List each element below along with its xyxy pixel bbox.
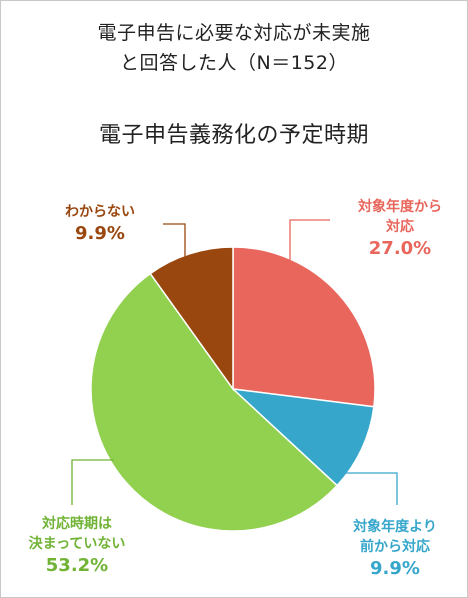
slice-label-1-line-0: 対象年度より	[352, 518, 437, 535]
slice-value-label-2: 53.2%	[46, 555, 108, 576]
leader-line-0	[289, 219, 330, 272]
slice-label-0-line-1: 対応	[385, 218, 414, 235]
pie-slice-2	[90, 272, 339, 532]
slice-label-0-line-0: 対象年度から	[357, 198, 442, 215]
chart-title: 電子申告義務化の予定時期	[98, 123, 369, 148]
leader-line-2	[71, 459, 114, 505]
slice-value-label-0: 27.0%	[369, 238, 431, 259]
pie-slice-1	[230, 387, 375, 487]
slice-label-1-line-1: 前から対応	[360, 538, 430, 555]
leader-line-3	[163, 223, 186, 262]
slice-value-label-1: 9.9%	[370, 558, 420, 579]
slice-value-label-3: 9.9%	[75, 223, 125, 244]
leader-line-1	[339, 472, 398, 505]
pie-slice-0	[232, 246, 376, 408]
slice-label-2-line-1: 決まっていない	[29, 535, 126, 552]
chart-subtitle: 電子申告に必要な対応が未実施 と回答した人（N＝152）	[0, 18, 468, 78]
subtitle-line-1: 電子申告に必要な対応が未実施	[97, 22, 371, 44]
slice-label-3-line-0: わからない	[65, 204, 135, 220]
slice-label-2-line-0: 対応時期は	[41, 515, 112, 532]
subtitle-line-2: と回答した人（N＝152）	[120, 52, 348, 74]
pie-slice-3	[149, 246, 234, 392]
